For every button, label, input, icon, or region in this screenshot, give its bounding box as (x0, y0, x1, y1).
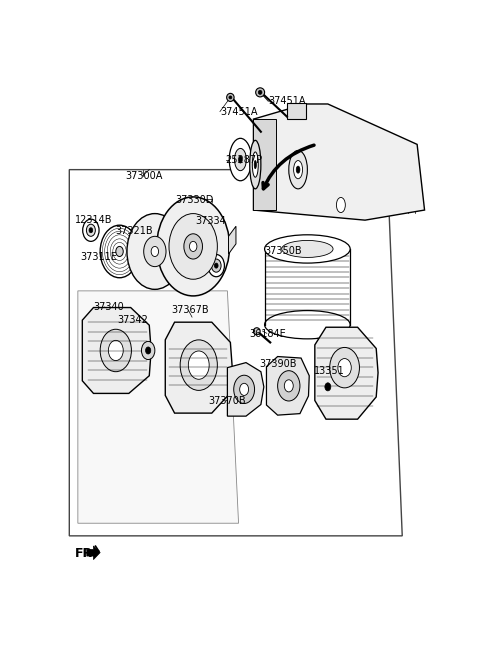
Ellipse shape (108, 340, 123, 361)
Text: 37340: 37340 (94, 302, 124, 312)
Polygon shape (78, 291, 239, 523)
Ellipse shape (264, 235, 350, 263)
Ellipse shape (156, 197, 229, 296)
Text: 25287P: 25287P (226, 155, 263, 165)
Ellipse shape (239, 156, 242, 163)
Ellipse shape (254, 161, 256, 169)
Ellipse shape (127, 214, 183, 289)
Ellipse shape (289, 150, 307, 189)
Ellipse shape (284, 380, 293, 392)
Polygon shape (83, 308, 151, 394)
Text: 37451A: 37451A (268, 96, 306, 106)
Polygon shape (165, 322, 232, 413)
Ellipse shape (234, 375, 254, 403)
Ellipse shape (227, 93, 234, 102)
Ellipse shape (100, 225, 139, 277)
Text: 37350B: 37350B (264, 247, 301, 256)
Ellipse shape (250, 140, 261, 189)
Ellipse shape (208, 255, 225, 277)
Polygon shape (315, 327, 378, 419)
Ellipse shape (240, 383, 249, 396)
Polygon shape (253, 104, 424, 220)
Text: 37342: 37342 (118, 315, 148, 325)
Ellipse shape (234, 148, 246, 171)
Text: 12314B: 12314B (75, 215, 112, 225)
Ellipse shape (215, 263, 218, 268)
Ellipse shape (282, 241, 333, 257)
Ellipse shape (184, 234, 203, 259)
Ellipse shape (145, 347, 151, 354)
Ellipse shape (142, 341, 155, 359)
Text: 37300A: 37300A (125, 171, 162, 180)
Ellipse shape (277, 371, 300, 401)
Ellipse shape (325, 383, 331, 391)
Text: 37321B: 37321B (115, 226, 153, 236)
Polygon shape (228, 363, 264, 416)
Polygon shape (228, 226, 236, 254)
Ellipse shape (256, 88, 264, 97)
Ellipse shape (86, 224, 96, 236)
Text: 13351: 13351 (314, 365, 345, 376)
Ellipse shape (89, 228, 93, 233)
Ellipse shape (336, 197, 345, 213)
Text: 37451A: 37451A (220, 106, 257, 117)
Polygon shape (287, 103, 305, 119)
Ellipse shape (169, 214, 217, 279)
Ellipse shape (253, 328, 260, 335)
Ellipse shape (83, 219, 99, 241)
Ellipse shape (116, 247, 123, 256)
Ellipse shape (180, 340, 217, 390)
Polygon shape (69, 170, 402, 536)
Text: 36184E: 36184E (249, 329, 286, 338)
Ellipse shape (151, 247, 158, 256)
Ellipse shape (338, 359, 351, 377)
Polygon shape (266, 357, 309, 415)
Ellipse shape (252, 152, 258, 177)
Ellipse shape (188, 351, 209, 379)
Ellipse shape (264, 310, 350, 339)
Ellipse shape (229, 138, 252, 181)
Text: 37390B: 37390B (259, 359, 297, 369)
Text: FR.: FR. (75, 547, 98, 560)
Polygon shape (87, 546, 100, 560)
Polygon shape (253, 119, 276, 210)
Ellipse shape (211, 259, 221, 272)
Text: 37370B: 37370B (208, 396, 246, 406)
Ellipse shape (296, 166, 300, 173)
Ellipse shape (144, 236, 166, 266)
Ellipse shape (229, 96, 232, 99)
Ellipse shape (294, 161, 302, 178)
Ellipse shape (330, 348, 360, 388)
Text: 37330D: 37330D (175, 195, 214, 205)
Ellipse shape (100, 329, 132, 372)
Ellipse shape (190, 241, 197, 251)
Text: 37311E: 37311E (81, 251, 117, 262)
Text: 37367B: 37367B (171, 305, 208, 315)
Ellipse shape (258, 91, 262, 94)
Text: 37334: 37334 (196, 216, 227, 226)
